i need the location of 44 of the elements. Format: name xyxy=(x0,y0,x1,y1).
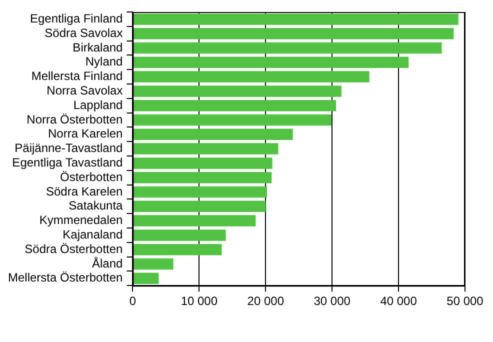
bar xyxy=(133,14,458,25)
x-tick-label: 0 xyxy=(129,294,136,308)
bar xyxy=(133,186,267,198)
y-tick-label: Kajanaland xyxy=(62,228,123,242)
x-tick-label: 30 000 xyxy=(314,294,351,308)
y-tick-label: Norra Karelen xyxy=(48,126,123,141)
x-tick-label: 10 000 xyxy=(180,294,218,308)
y-tick-label: Lappland xyxy=(73,98,123,112)
y-tick-label: Södra Savolax xyxy=(44,26,123,40)
bar xyxy=(133,215,256,226)
y-tick-label: Södra Österbotten xyxy=(24,242,123,256)
bar xyxy=(133,143,278,154)
y-tick-label: Södra Karelen xyxy=(46,184,123,198)
bar xyxy=(133,86,342,97)
y-tick-label: Nyland xyxy=(85,54,123,69)
bar xyxy=(133,128,293,140)
y-tick-label: Egentliga Tavastland xyxy=(12,156,123,170)
y-tick-label: Mellersta Österbotten xyxy=(8,270,123,285)
y-tick-label: Norra Österbotten xyxy=(26,112,123,126)
bar xyxy=(133,28,454,40)
bar xyxy=(133,200,266,212)
bar xyxy=(133,114,332,126)
bar xyxy=(133,244,222,256)
bar xyxy=(133,42,442,54)
bar xyxy=(133,172,272,184)
y-tick-label: Egentliga Finland xyxy=(30,12,123,26)
bar xyxy=(133,158,272,169)
y-tick-label: Birkaland xyxy=(72,40,123,54)
y-tick-label: Åland xyxy=(92,256,123,270)
bar xyxy=(133,258,174,270)
bar xyxy=(133,100,336,112)
bar xyxy=(133,272,159,284)
y-tick-label: Norra Savolax xyxy=(46,84,123,98)
bar xyxy=(133,56,409,68)
y-tick-label: Kymmenedalen xyxy=(39,213,123,228)
bar xyxy=(133,71,370,82)
x-tick-label: 20 000 xyxy=(247,294,284,308)
x-tick-label: 50 000 xyxy=(446,294,484,308)
y-tick-label: Päijänne-Tavastland xyxy=(14,141,123,156)
bar xyxy=(133,230,226,241)
y-tick-label: Mellersta Finland xyxy=(31,69,123,84)
y-tick-label: Satakunta xyxy=(68,198,124,213)
y-tick-label: Österbotten xyxy=(60,170,123,184)
x-tick-label: 40 000 xyxy=(380,294,418,308)
